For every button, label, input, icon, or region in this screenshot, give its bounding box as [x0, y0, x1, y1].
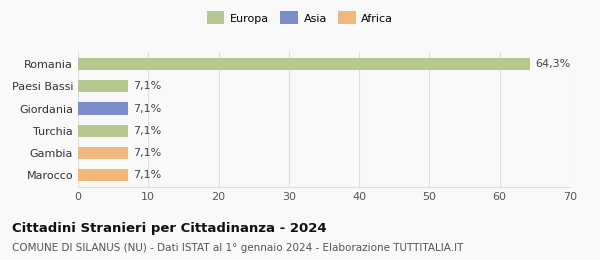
- Text: 7,1%: 7,1%: [134, 170, 162, 180]
- Bar: [78, 80, 128, 93]
- Text: 7,1%: 7,1%: [134, 148, 162, 158]
- Text: 7,1%: 7,1%: [134, 81, 162, 91]
- Text: 7,1%: 7,1%: [134, 103, 162, 114]
- Bar: [78, 125, 128, 137]
- Text: Cittadini Stranieri per Cittadinanza - 2024: Cittadini Stranieri per Cittadinanza - 2…: [12, 222, 326, 235]
- Bar: [78, 102, 128, 115]
- Bar: [78, 147, 128, 159]
- Bar: [78, 58, 530, 70]
- Text: 7,1%: 7,1%: [134, 126, 162, 136]
- Bar: [78, 169, 128, 181]
- Text: COMUNE DI SILANUS (NU) - Dati ISTAT al 1° gennaio 2024 - Elaborazione TUTTITALIA: COMUNE DI SILANUS (NU) - Dati ISTAT al 1…: [12, 243, 463, 253]
- Text: 64,3%: 64,3%: [536, 59, 571, 69]
- Legend: Europa, Asia, Africa: Europa, Asia, Africa: [203, 8, 397, 28]
